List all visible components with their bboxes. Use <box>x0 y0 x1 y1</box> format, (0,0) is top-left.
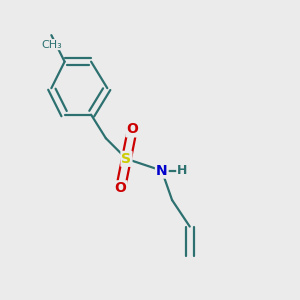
Text: O: O <box>115 181 127 195</box>
Text: H: H <box>177 164 188 177</box>
Text: CH₃: CH₃ <box>41 40 62 50</box>
Text: O: O <box>126 122 138 136</box>
Text: N: N <box>156 164 168 178</box>
Text: S: S <box>122 152 131 166</box>
